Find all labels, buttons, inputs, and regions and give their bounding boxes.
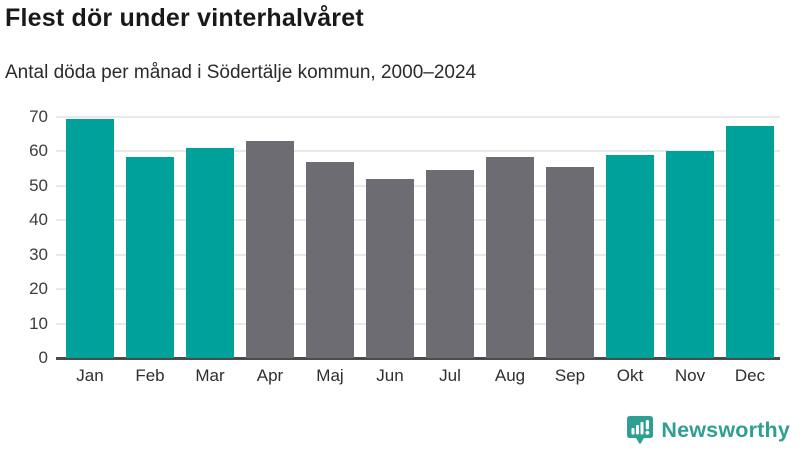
y-tick-label-60: 60 — [29, 141, 48, 161]
x-tick-label-nov: Nov — [674, 366, 706, 385]
bar-dec — [726, 125, 774, 358]
y-tick-label-20: 20 — [29, 279, 48, 299]
x-tick-label-jan: Jan — [76, 366, 104, 385]
y-axis: 0 10 20 30 40 50 60 70 — [0, 106, 52, 367]
newsworthy-logo: Newsworthy — [626, 415, 790, 445]
x-tick-label-apr: Apr — [256, 366, 284, 385]
y-tick-label-40: 40 — [29, 210, 48, 230]
gridline-70 — [56, 115, 780, 118]
bar-jun — [366, 178, 414, 358]
x-tick-label-sep: Sep — [554, 366, 586, 385]
y-tick-label-30: 30 — [29, 244, 48, 264]
bar-nov — [666, 151, 714, 358]
x-tick-label-jun: Jun — [376, 366, 404, 385]
gridline-20 — [56, 288, 780, 291]
x-tick-label-dec: Dec — [734, 366, 766, 385]
x-tick-label-feb: Feb — [135, 366, 165, 385]
newsworthy-wordmark: Newsworthy — [661, 417, 790, 442]
y-tick-label-50: 50 — [29, 175, 48, 195]
bar-chart-speech-bubble-icon — [627, 416, 654, 445]
gridline-10 — [56, 322, 780, 325]
x-tick-label-maj: Maj — [316, 366, 344, 385]
gridline-30 — [56, 253, 780, 256]
x-tick-label-aug: Aug — [494, 366, 526, 385]
bar-jan — [66, 118, 114, 358]
gridline-50 — [56, 184, 780, 187]
y-tick-label-70: 70 — [29, 106, 48, 126]
gridline-40 — [56, 219, 780, 222]
bar-feb — [126, 156, 174, 358]
plot-area — [56, 110, 780, 360]
y-tick-label-10: 10 — [29, 313, 48, 333]
bar-sep — [546, 166, 594, 358]
bar-mar — [186, 147, 234, 358]
bar-jul — [426, 170, 474, 358]
bar-aug — [486, 156, 534, 358]
x-tick-label-mar: Mar — [195, 366, 225, 385]
gridline-60 — [56, 150, 780, 153]
x-tick-label-jul: Jul — [439, 366, 461, 385]
y-tick-label-0: 0 — [38, 348, 48, 367]
chart-title: Flest dör under vinterhalvåret — [5, 4, 364, 32]
x-tick-label-okt: Okt — [616, 366, 644, 385]
bar-maj — [306, 161, 354, 358]
x-axis-line — [56, 357, 780, 360]
bar-okt — [606, 154, 654, 358]
x-axis: Jan Feb Mar Apr Maj Jun Jul Aug Sep Okt Nov Dec — [62, 366, 780, 390]
bar-apr — [246, 141, 294, 358]
chart-subtitle: Antal döda per månad i Södertälje kommun… — [5, 62, 477, 83]
